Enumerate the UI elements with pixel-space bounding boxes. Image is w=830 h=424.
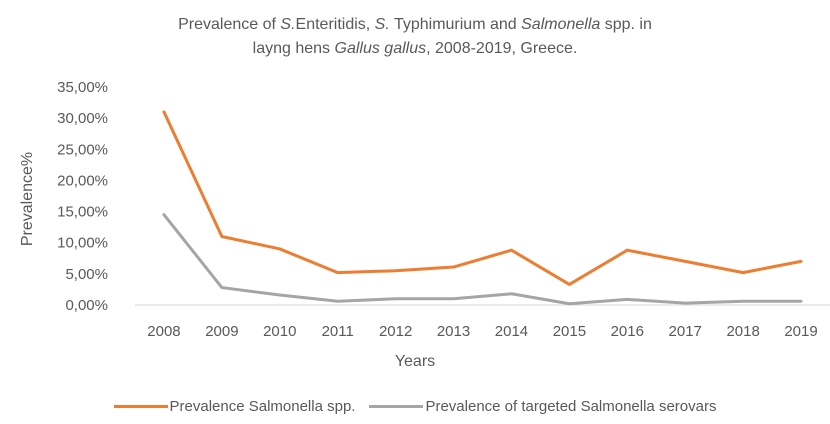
title-line-2-part-0: layng hens <box>252 40 335 57</box>
x-tick-label: 2016 <box>611 323 644 340</box>
x-axis-label: Years <box>394 353 436 370</box>
legend-swatch-gray <box>369 405 424 408</box>
x-tick-label: 2018 <box>726 323 759 340</box>
y-tick-label: 0,00% <box>65 297 108 314</box>
legend-item-targeted-serovars: Prevalence of targeted Salmonella serova… <box>369 398 716 415</box>
title-line-1-part-0: Prevalence of <box>178 16 281 33</box>
y-tick-label: 20,00% <box>57 172 108 189</box>
title-line-1-part-3: S. <box>374 16 390 33</box>
legend-label: Prevalence of targeted Salmonella serova… <box>425 398 717 415</box>
series-line-1 <box>162 213 803 306</box>
legend-swatch-orange <box>113 405 168 408</box>
x-tick-label: 2008 <box>147 323 180 340</box>
x-tick-label: 2012 <box>379 323 412 340</box>
x-tick-label: 2014 <box>495 323 528 340</box>
y-tick-label: 10,00% <box>57 235 108 252</box>
chart-title-line-2: layng hens Gallus gallus, 2008-2019, Gre… <box>0 40 830 58</box>
x-tick-label: 2019 <box>784 323 817 340</box>
title-line-2-part-1: Gallus gallus <box>334 40 427 57</box>
title-line-1-part-1: S. <box>280 16 296 33</box>
x-tick-label: 2009 <box>205 323 238 340</box>
x-tick-label: 2013 <box>437 323 470 340</box>
series-line-0 <box>162 110 803 286</box>
title-line-1-part-5: Salmonella <box>521 16 601 33</box>
title-line-2-part-2: , 2008-2019, Greece. <box>426 40 578 57</box>
y-tick-label: 15,00% <box>57 204 108 221</box>
y-tick-label: 25,00% <box>57 141 108 158</box>
title-line-1-part-4: Typhimurium and <box>389 16 522 33</box>
y-tick-label: 30,00% <box>57 110 108 127</box>
y-tick-label: 35,00% <box>57 79 108 96</box>
y-tick-label: 5,00% <box>65 266 108 283</box>
x-tick-label: 2011 <box>322 323 354 340</box>
legend-item-salmonella-spp: Prevalence Salmonella spp. <box>113 398 356 415</box>
title-line-1-part-2: Enteritidis, <box>295 16 375 33</box>
legend: Prevalence Salmonella spp. Prevalence of… <box>0 398 830 415</box>
legend-label: Prevalence Salmonella spp. <box>169 398 356 415</box>
title-line-1-part-6: spp. in <box>600 16 652 33</box>
chart-title-line-1: Prevalence of S.Enteritidis, S. Typhimur… <box>0 16 830 34</box>
x-tick-label: 2015 <box>553 323 586 340</box>
x-tick-label: 2010 <box>263 323 296 340</box>
x-tick-label: 2017 <box>669 323 702 340</box>
